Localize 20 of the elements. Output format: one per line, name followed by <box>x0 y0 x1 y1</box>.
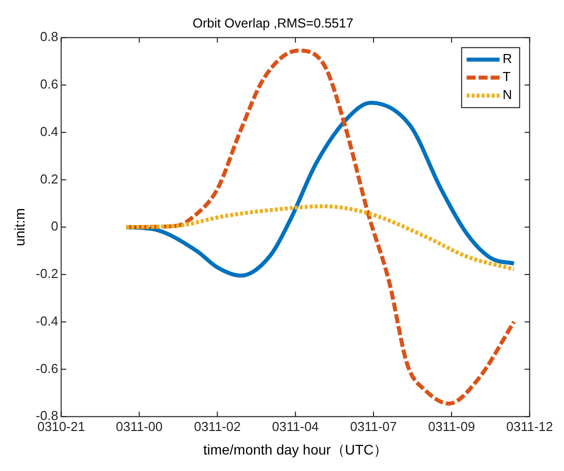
y-tick-label: -0.6 <box>36 360 58 376</box>
legend-label: N <box>502 87 512 102</box>
y-tick-label: 0.6 <box>40 76 58 92</box>
y-tick-label: 0.8 <box>40 29 58 44</box>
y-tick-label: -0.4 <box>36 313 58 328</box>
y-tick-label: 0 <box>50 218 58 234</box>
x-axis-title: time/month day hour（UTC） <box>203 441 388 458</box>
x-tick-label: 0311-02 <box>194 418 241 434</box>
y-tick-label: 0.4 <box>40 124 58 139</box>
legend-label: R <box>502 51 512 66</box>
x-tick-label: 0311-00 <box>116 418 163 434</box>
y-tick-label: -0.2 <box>36 266 58 282</box>
x-tick-label: 0311-04 <box>272 418 319 434</box>
x-tick-label: 0311-12 <box>506 418 554 434</box>
y-axis-title: unit:m <box>11 208 28 246</box>
legend-label: T <box>502 69 511 84</box>
chart-title: Orbit Overlap ,RMS=0.5517 <box>192 15 354 30</box>
x-tick-label: 0311-09 <box>428 418 475 434</box>
y-tick-label: 0.2 <box>40 171 58 186</box>
x-tick-label: 0311-07 <box>350 418 397 434</box>
